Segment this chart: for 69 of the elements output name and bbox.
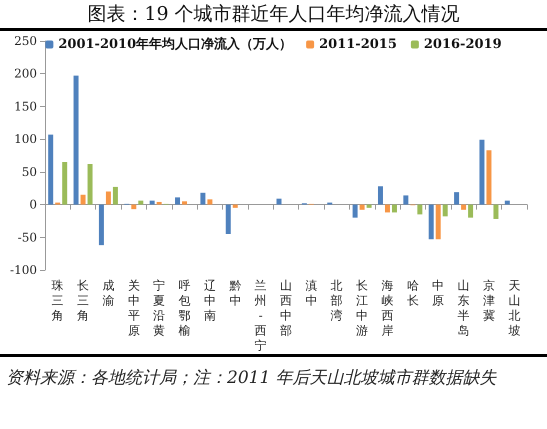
x-tick-label: 辽中南	[204, 278, 216, 322]
x-tick-label: 珠三角	[52, 278, 64, 322]
y-tick-label: 50	[22, 164, 37, 179]
bar	[98, 204, 104, 246]
bar	[182, 201, 188, 205]
bar	[454, 192, 460, 205]
x-tick-label: 成渝	[102, 278, 114, 308]
text: 资料来源：各地统计局；注：2011 年后天山北坡城市群数据缺失	[0, 354, 547, 393]
bar	[88, 164, 93, 205]
y-tick-label: 150	[14, 99, 37, 114]
bar	[232, 204, 238, 208]
x-tick-label: 京津冀	[482, 278, 495, 322]
bar	[366, 204, 372, 208]
bar	[352, 204, 358, 218]
x-tick-label: 关中平原	[128, 278, 140, 338]
bar	[200, 192, 206, 205]
x-tick-label: 海峡西岸	[381, 278, 394, 338]
x-tick-label: 长三角	[77, 278, 90, 322]
bar	[131, 204, 136, 210]
bar	[106, 191, 111, 205]
x-tick-label: 北部湾	[330, 278, 343, 322]
bar	[461, 204, 466, 210]
y-tick-label: 250	[14, 34, 37, 48]
x-tick-label: 天山北坡	[507, 278, 520, 338]
bar	[80, 194, 86, 205]
bar	[276, 198, 282, 205]
legend-label: 2001-2010年年均人口净流入（万人）	[58, 36, 292, 52]
bar	[150, 200, 155, 205]
bar	[468, 204, 474, 218]
bar	[62, 162, 68, 205]
bar	[479, 140, 484, 205]
y-tick-label: 100	[14, 132, 37, 146]
legend-label: 2016-2019	[424, 37, 502, 52]
bar	[493, 204, 498, 219]
bar	[417, 204, 422, 214]
y-tick-label: 200	[14, 66, 37, 81]
bar	[74, 76, 79, 205]
bar	[156, 202, 162, 205]
legend-label: 2011-2015	[319, 37, 397, 52]
x-tick-label: 呼包鄂榆	[178, 278, 191, 338]
x-tick-label: 宁夏沿黄	[153, 278, 166, 338]
bar	[403, 195, 408, 205]
bar	[48, 134, 54, 205]
bar	[436, 204, 441, 240]
bar	[360, 204, 365, 210]
x-tick-label: 山西中部	[280, 278, 292, 338]
bar	[378, 186, 383, 205]
x-tick-label: 中原	[432, 278, 444, 308]
bar	[112, 186, 118, 205]
bar	[207, 199, 212, 205]
bar	[428, 204, 434, 240]
chart-title: 图表：19 个城市群近年人口年均净流入情况	[0, 0, 547, 31]
bar	[226, 204, 231, 234]
x-tick-label: 山东半岛	[458, 278, 470, 338]
y-tick-label: 0	[29, 198, 37, 212]
x-tick-label: 滇中	[305, 278, 318, 308]
y-tick-label: -100	[10, 263, 37, 277]
y-tick-label: -50	[18, 230, 37, 244]
bar	[392, 204, 397, 212]
bar	[175, 197, 180, 205]
x-tick-label: 兰州-西宁	[254, 278, 267, 352]
bar	[442, 204, 448, 216]
bar	[138, 200, 144, 205]
bar	[504, 200, 510, 205]
x-tick-label: 哈长	[406, 278, 419, 308]
bar	[486, 150, 492, 205]
x-tick-label: 黔中	[228, 278, 242, 308]
bar	[384, 204, 390, 212]
x-tick-label: 长江中游	[356, 278, 368, 338]
